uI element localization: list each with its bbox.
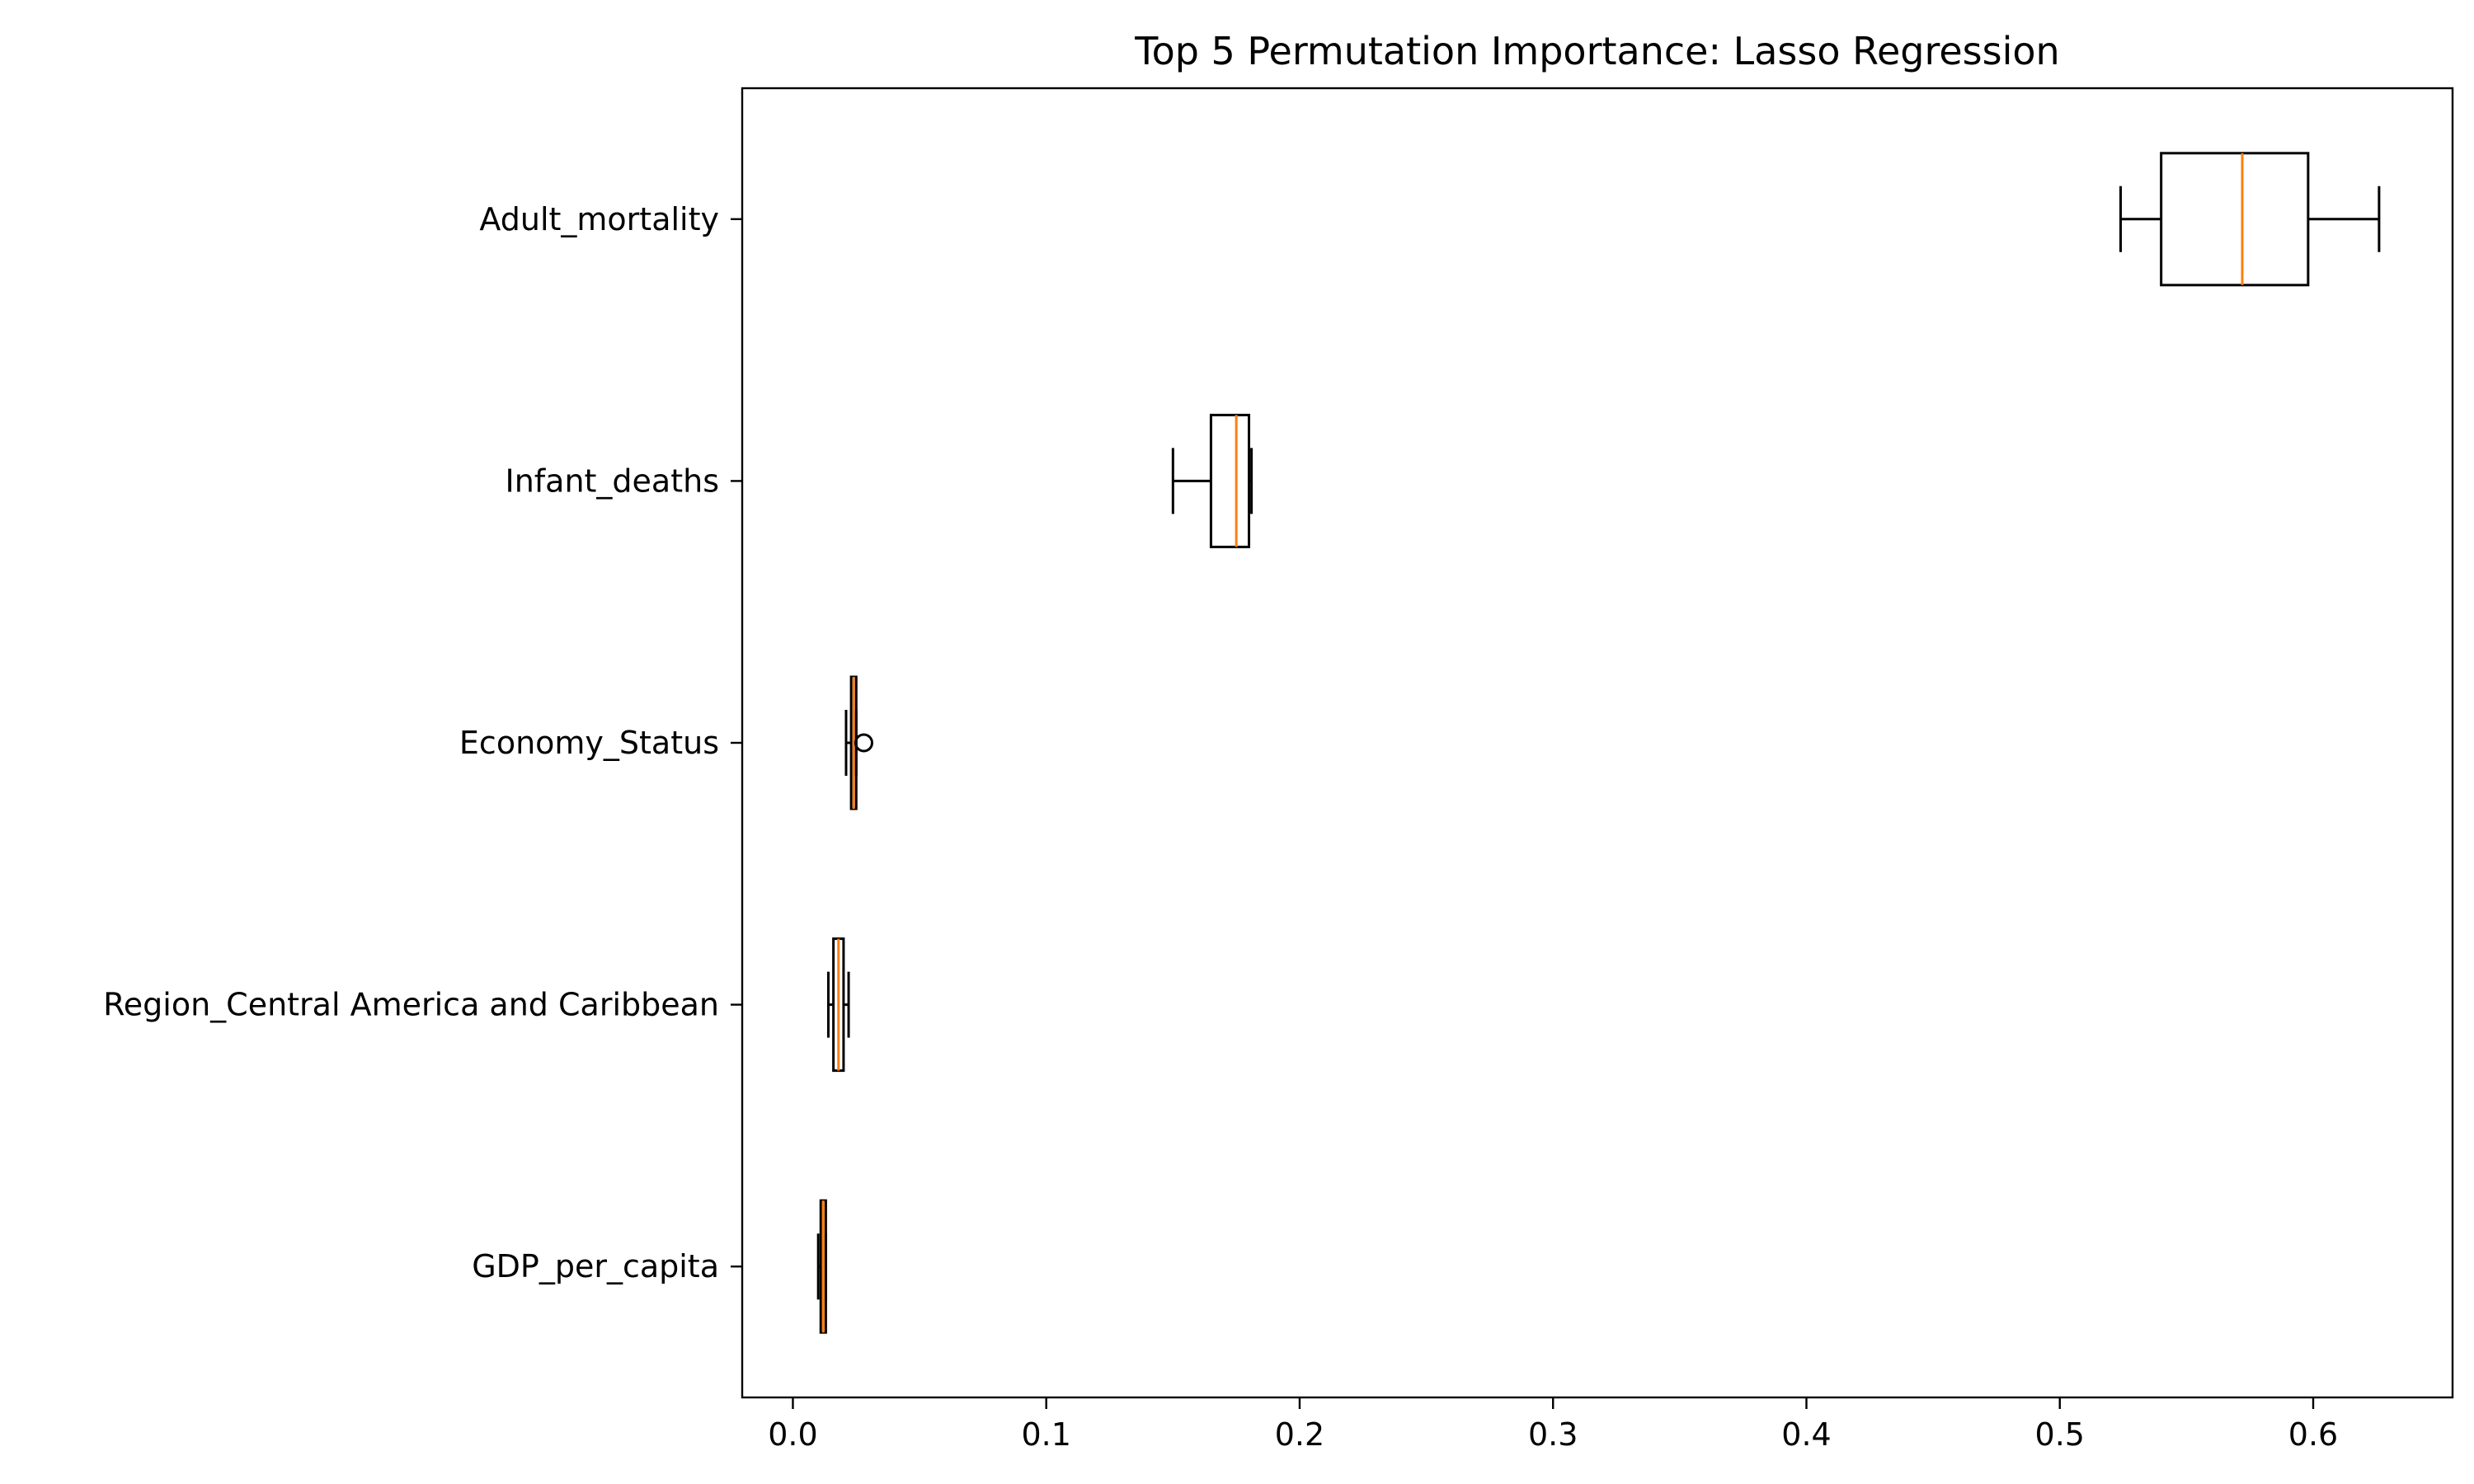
outlier-point [854, 733, 873, 753]
x-tick-label: 0.0 [768, 1416, 817, 1453]
x-axis: 0.0 0.1 0.2 0.3 0.4 0.5 0.6 [768, 1397, 2338, 1453]
category-label: GDP_per_capita [472, 1248, 719, 1284]
box-infant-deaths [1171, 413, 1253, 548]
box-economy-status [844, 675, 873, 810]
x-tick-label: 0.1 [1021, 1416, 1070, 1453]
x-tick-label: 0.6 [2288, 1416, 2338, 1453]
x-tick-label: 0.5 [2035, 1416, 2085, 1453]
iqr-box [1209, 413, 1251, 548]
iqr-box [2160, 152, 2310, 287]
chart-title: Top 5 Permutation Importance: Lasso Regr… [1134, 29, 2059, 73]
x-tick-label: 0.3 [1528, 1416, 1578, 1453]
category-label: Economy_Status [459, 725, 719, 761]
box-gdp-per-capita [816, 1199, 827, 1334]
y-axis: Adult_mortality Infant_deaths Economy_Stat… [103, 201, 742, 1284]
box-region-central-america-and-caribbean [826, 937, 850, 1073]
category-label: Adult_mortality [479, 201, 719, 237]
box-series [816, 152, 2381, 1334]
x-tick-label: 0.2 [1275, 1416, 1324, 1453]
x-tick-label: 0.4 [1781, 1416, 1831, 1453]
category-label: Region_Central America and Caribbean [103, 987, 719, 1023]
box-adult-mortality [2119, 152, 2381, 287]
category-label: Infant_deaths [505, 463, 719, 499]
